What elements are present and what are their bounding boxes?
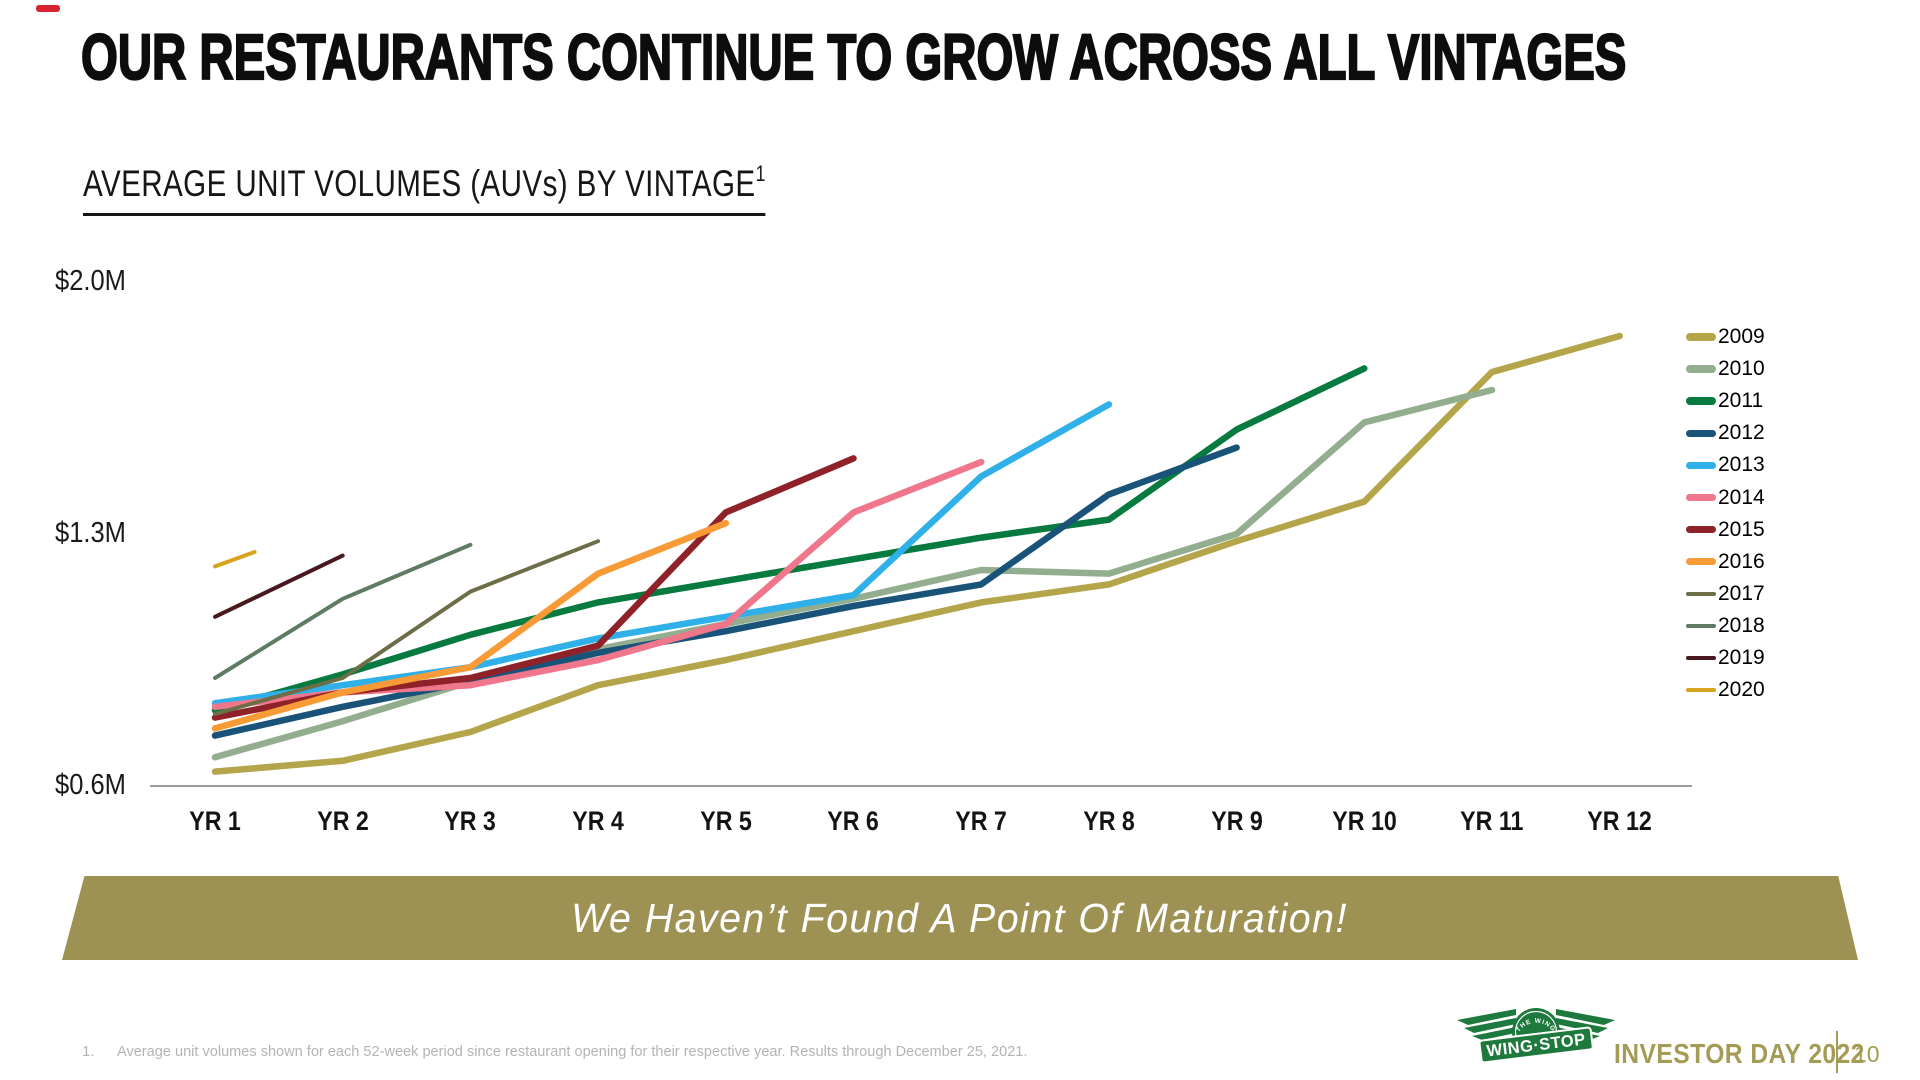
legend-swatch-2010 [1686,365,1716,373]
page-number: 10 [1854,1041,1880,1067]
chart-legend: 2009 2010 2011 2012 2013 2014 2015 2016 2017 2018… [1686,321,1765,706]
footnote: 1. Average unit volumes shown for each 5… [82,1043,1056,1060]
legend-label-2018: 2018 [1718,613,1765,637]
legend-swatch-2019 [1686,655,1716,661]
banner-text: We Haven’t Found A Point Of Maturation! [571,894,1349,941]
y-axis-label-1.3: $1.3M [55,517,126,549]
series-line-2010 [211,386,1496,761]
chart-subtitle-text: AVERAGE UNIT VOLUMES (AUVs) BY VINTAGE [83,163,756,204]
legend-label-2014: 2014 [1718,485,1765,509]
legend-swatch-2016 [1686,557,1716,566]
legend-item-2018: 2018 [1686,610,1765,642]
wingstop-logo: THE WING EXPERTS WING·STOP [1457,1008,1615,1064]
logo-wings-left [1457,1009,1516,1040]
legend-label-2017: 2017 [1718,581,1765,605]
legend-item-2012: 2012 [1686,417,1765,449]
y-axis-label-2: $2.0M [55,265,126,297]
series-line-2018 [213,542,473,680]
legend-item-2017: 2017 [1686,578,1765,610]
legend-label-2010: 2010 [1718,357,1765,381]
legend-item-2013: 2013 [1686,449,1765,481]
x-axis-label-yr-3: YR 3 [444,806,497,836]
series-line-2019 [213,553,345,619]
series-line-2017 [213,539,601,716]
y-axis-label-0.6: $0.6M [55,769,126,801]
legend-swatch-2009 [1686,333,1716,341]
red-corner-mark [36,5,60,12]
footnote-number: 1. [82,1043,95,1060]
x-axis-label-yr-6: YR 6 [827,806,880,836]
legend-swatch-2014 [1686,493,1716,502]
x-axis-label-yr-2: YR 2 [316,806,369,836]
legend-label-2013: 2013 [1718,453,1765,477]
footer-divider [1836,1031,1838,1073]
series-line-2009 [211,332,1623,775]
x-axis-label-yr-8: YR 8 [1083,806,1135,836]
slide-title: OUR RESTAURANTS CONTINUE TO GROW ACROSS … [80,21,1627,93]
series-line-2016 [211,519,730,732]
legend-item-2010: 2010 [1686,353,1765,385]
series-line-2013 [211,401,1113,707]
legend-label-2020: 2020 [1718,678,1765,702]
legend-item-2015: 2015 [1686,514,1765,546]
legend-label-2011: 2011 [1718,389,1764,413]
series-line-2012 [211,444,1240,739]
legend-swatch-2015 [1686,525,1716,534]
chart-subtitle: AVERAGE UNIT VOLUMES (AUVs) BY VINTAGE1 [83,163,766,216]
series-line-2015 [211,455,857,721]
legend-item-2019: 2019 [1686,642,1765,674]
chart-subtitle-wrap: AVERAGE UNIT VOLUMES (AUVs) BY VINTAGE1 [83,163,936,216]
legend-label-2009: 2009 [1718,325,1765,349]
x-axis-label-yr-4: YR 4 [572,806,624,836]
legend-item-2014: 2014 [1686,481,1765,513]
x-axis-label-yr-12: YR 12 [1587,806,1652,836]
x-axis-label-yr-7: YR 7 [955,806,1008,836]
series-line-2020 [213,550,257,569]
x-axis-label-yr-11: YR 11 [1460,806,1524,836]
legend-label-2012: 2012 [1718,421,1765,445]
series-line-2011 [211,365,1368,714]
x-axis-label-yr-9: YR 9 [1210,806,1263,836]
legend-swatch-2013 [1686,461,1716,470]
legend-swatch-2020 [1686,687,1716,693]
legend-label-2019: 2019 [1718,645,1765,669]
footer-brand: INVESTOR DAY 2022 [1614,1038,1865,1069]
footnote-marker: 1 [755,161,766,186]
takeaway-banner: We Haven’t Found A Point Of Maturation! [62,876,1858,960]
legend-label-2016: 2016 [1718,549,1765,573]
footnote-text: Average unit volumes shown for each 52-w… [117,1043,1028,1060]
legend-item-2016: 2016 [1686,546,1765,578]
x-axis-label-yr-10: YR 10 [1332,806,1397,836]
legend-swatch-2018 [1686,623,1716,629]
legend-swatch-2012 [1686,429,1716,438]
legend-item-2011: 2011 [1686,385,1765,417]
legend-item-2020: 2020 [1686,674,1765,706]
x-axis-label-yr-1: YR 1 [189,806,241,836]
legend-swatch-2017 [1686,591,1716,597]
legend-item-2009: 2009 [1686,321,1765,353]
legend-swatch-2011 [1686,397,1716,405]
legend-label-2015: 2015 [1718,517,1765,541]
x-axis-label-yr-5: YR 5 [699,806,752,836]
